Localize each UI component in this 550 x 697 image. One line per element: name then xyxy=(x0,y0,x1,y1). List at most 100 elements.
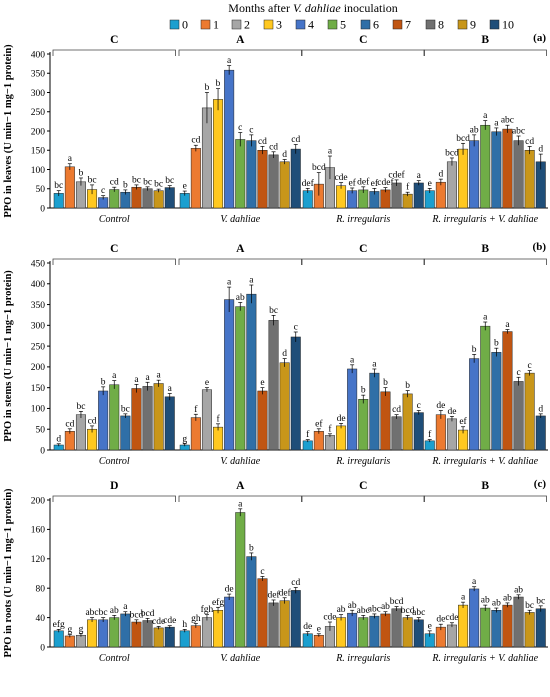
bar-control-month-10 xyxy=(164,396,175,451)
category-label: R. irregularis xyxy=(335,456,390,467)
bar-control-month-10 xyxy=(164,187,175,209)
group-letter: B xyxy=(481,480,489,492)
significance-letter: a xyxy=(68,154,73,164)
bar-r-irregularis-v-dahliae-month-2 xyxy=(446,418,457,451)
legend-swatch-8 xyxy=(425,19,436,30)
bar-v-dahliae-month-9 xyxy=(279,362,290,451)
significance-letter: a xyxy=(238,499,243,509)
bar-r-irregularis-v-dahliae-month-4 xyxy=(469,140,480,209)
significance-letter: cd xyxy=(269,142,278,152)
bar-v-dahliae-month-5 xyxy=(235,306,246,451)
significance-letter: bc xyxy=(165,176,174,186)
bar-r-irregularis-month-4 xyxy=(347,612,358,648)
bar-v-dahliae-month-6 xyxy=(246,293,257,451)
group-letter: C xyxy=(110,34,118,46)
significance-letter: h xyxy=(182,620,187,630)
bar-v-dahliae-month-10 xyxy=(290,148,301,209)
significance-letter: de xyxy=(436,401,445,411)
significance-letter: cde xyxy=(323,613,336,623)
bar-v-dahliae-month-8 xyxy=(268,154,279,209)
significance-letter: a xyxy=(134,375,139,385)
significance-letter: ef xyxy=(371,178,379,189)
group-bracket xyxy=(178,258,302,265)
bar-r-irregularis-v-dahliae-month-7 xyxy=(502,331,513,451)
bar-control-month-4 xyxy=(98,619,109,648)
significance-letter: e xyxy=(183,182,187,192)
bar-r-irregularis-v-dahliae-month-7 xyxy=(502,128,513,209)
y-tick-label: 350 xyxy=(31,70,46,80)
bar-v-dahliae-month-10 xyxy=(290,336,301,451)
bar-control-month-2 xyxy=(75,414,86,451)
bar-r-irregularis-month-3 xyxy=(336,617,347,648)
bar-control-month-7 xyxy=(131,388,142,451)
group-bracket xyxy=(52,258,176,265)
significance-letter: ab xyxy=(337,605,346,615)
y-tick-label: 100 xyxy=(31,405,46,415)
category-label: R. irregularis xyxy=(335,653,390,664)
bar-control-month-6 xyxy=(120,191,131,209)
group-letter: D xyxy=(110,480,118,492)
significance-letter: cd xyxy=(110,178,119,188)
category-label: R. irregularis + V. dahliae xyxy=(431,653,538,664)
significance-letter: bc xyxy=(54,181,63,191)
significance-letter: bc xyxy=(88,175,97,185)
bar-r-irregularis-v-dahliae-month-3 xyxy=(458,604,469,648)
bar-r-irregularis-v-dahliae-month-1 xyxy=(435,414,446,451)
group-letter: B xyxy=(481,34,489,46)
y-tick-label: 300 xyxy=(31,322,46,332)
bar-control-month-1 xyxy=(64,431,75,451)
significance-letter: c xyxy=(260,567,264,577)
significance-letter: a xyxy=(461,593,466,603)
significance-letter: ab xyxy=(110,606,119,616)
y-tick-label: 400 xyxy=(31,280,46,290)
legend-label-8: 8 xyxy=(438,18,444,32)
significance-letter: def xyxy=(279,587,292,598)
bar-v-dahliae-month-7 xyxy=(257,390,268,451)
bar-r-irregularis-v-dahliae-month-0 xyxy=(424,440,435,451)
significance-letter: a xyxy=(227,278,232,288)
y-tick-label: 200 xyxy=(31,496,46,506)
significance-letter: b xyxy=(79,168,84,178)
y-tick-label: 80 xyxy=(36,585,46,595)
panel-2: 0 50 100 150 200 250 300 350 400 450 PPO in stems … xyxy=(3,241,548,467)
bar-v-dahliae-month-2 xyxy=(201,389,212,451)
bar-r-irregularis-month-3 xyxy=(336,425,347,451)
significance-letter: def xyxy=(302,178,315,189)
bar-r-irregularis-v-dahliae-month-4 xyxy=(469,588,480,648)
bar-v-dahliae-month-7 xyxy=(257,150,268,209)
significance-letter: abc xyxy=(512,127,525,137)
significance-letter: def xyxy=(357,176,370,187)
significance-letter: gh xyxy=(191,614,201,624)
category-label: V. dahliae xyxy=(220,214,260,225)
bar-control-month-7 xyxy=(131,621,142,648)
significance-letter: d xyxy=(538,404,543,414)
significance-letter: bcd xyxy=(445,148,459,158)
group-bracket xyxy=(301,495,425,502)
significance-letter: c xyxy=(516,368,520,378)
significance-letter: bc xyxy=(76,402,85,412)
bar-v-dahliae-month-7 xyxy=(257,578,268,648)
bar-r-irregularis-v-dahliae-month-9 xyxy=(524,150,535,209)
significance-letter: bcd xyxy=(141,609,155,619)
bar-r-irregularis-month-0 xyxy=(302,440,313,451)
significance-letter: cdef xyxy=(377,177,394,188)
bar-control-month-8 xyxy=(142,386,153,451)
significance-letter: ab xyxy=(481,596,490,606)
bar-v-dahliae-month-2 xyxy=(201,617,212,648)
significance-letter: d xyxy=(438,170,443,180)
group-bracket xyxy=(423,258,547,265)
category-label: R. irregularis xyxy=(335,214,390,225)
significance-letter: a xyxy=(472,577,477,587)
significance-letter: d xyxy=(56,434,61,444)
bar-r-irregularis-v-dahliae-month-9 xyxy=(524,372,535,451)
bar-v-dahliae-month-1 xyxy=(190,417,201,451)
y-tick-label: 350 xyxy=(31,301,46,311)
y-tick-label: 250 xyxy=(31,342,46,352)
significance-letter: a xyxy=(483,313,488,323)
significance-letter: cde xyxy=(152,617,165,627)
significance-letter: e xyxy=(260,378,264,388)
significance-letter: a xyxy=(494,118,499,128)
significance-letter: ab xyxy=(381,602,390,612)
legend-swatch-5 xyxy=(327,19,338,30)
significance-letter: a xyxy=(372,359,377,369)
